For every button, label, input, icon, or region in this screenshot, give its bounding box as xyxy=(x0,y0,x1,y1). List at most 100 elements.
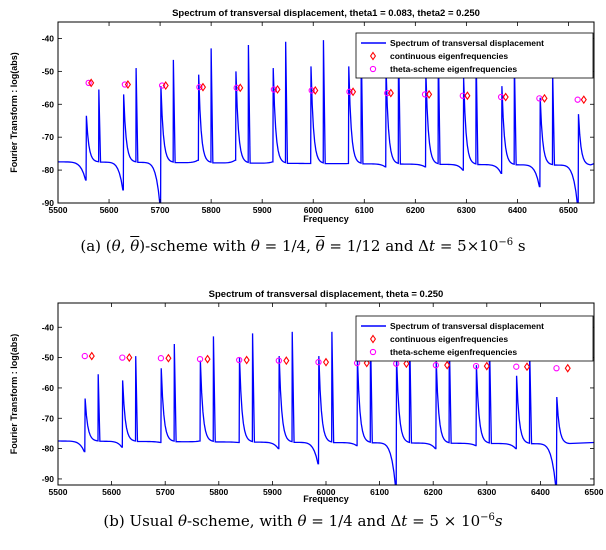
theta-eigenfrequency-marker xyxy=(157,355,165,362)
theta-eigenfrequency-marker xyxy=(121,81,129,88)
continuous-eigenfrequency-marker xyxy=(322,357,330,367)
y-tick-label: -90 xyxy=(42,474,55,484)
continuous-eigenfrequency-marker xyxy=(199,82,207,92)
x-tick-label: 6400 xyxy=(531,487,550,497)
continuous-eigenfrequency-marker xyxy=(349,87,357,97)
theta-eigenfrequency-marker xyxy=(432,362,440,369)
y-tick-label: -70 xyxy=(42,413,55,423)
caption-a-text-7: s xyxy=(513,237,526,255)
x-axis-label: Frequency xyxy=(303,214,349,224)
continuous-eigenfrequency-marker xyxy=(204,354,211,364)
continuous-eigenfrequency-marker xyxy=(88,78,95,88)
x-tick-label: 6100 xyxy=(355,205,374,215)
theta-eigenfrequency-marker xyxy=(346,88,353,95)
legend-label: Spectrum of transversal displacement xyxy=(390,38,544,48)
caption-a: (a) (θ, θ)-scheme with θ = 1/4, θ = 1/12… xyxy=(0,237,606,255)
spectrum-line xyxy=(58,331,594,485)
caption-a-t: t xyxy=(429,237,436,255)
x-tick-label: 6200 xyxy=(406,205,425,215)
theta-eigenfrequency-marker xyxy=(472,362,480,370)
continuous-eigenfrequency-marker xyxy=(541,93,548,103)
y-tick-label: -80 xyxy=(42,165,55,175)
continuous-eigenfrequency-marker xyxy=(126,353,133,363)
x-tick-label: 6500 xyxy=(559,205,578,215)
theta-eigenfrequency-marker xyxy=(233,84,240,91)
y-tick-label: -60 xyxy=(42,99,55,109)
chart-b: Spectrum of transversal displacement, th… xyxy=(9,289,604,504)
continuous-eigenfrequency-marker xyxy=(403,359,410,369)
continuous-eigenfrequency-marker xyxy=(274,84,281,94)
continuous-eigenfrequency-marker xyxy=(426,89,433,99)
caption-b-text-4: = 5 × 10 xyxy=(407,512,481,530)
y-axis-label: Fourier Transform : log(abs) xyxy=(9,52,19,173)
plot-frame xyxy=(57,21,595,204)
caption-a-text-6: = 5×10 xyxy=(435,237,499,255)
caption-b-unit: s xyxy=(494,512,503,530)
y-tick-label: -50 xyxy=(42,66,55,76)
legend-diamond-swatch xyxy=(369,334,377,344)
theta-eigenfrequency-marker xyxy=(315,358,322,366)
theta-eigenfrequency-marker xyxy=(513,363,520,370)
theta-eigenfrequency-marker xyxy=(196,355,204,363)
continuous-eigenfrequency-marker xyxy=(124,80,132,89)
caption-a-text-5: = 1/12 and Δ xyxy=(324,237,430,255)
theta-eigenfrequency-marker xyxy=(536,95,543,102)
caption-b-text-2: -scheme, with xyxy=(187,512,298,530)
y-tick-label: -90 xyxy=(42,198,55,208)
caption-a-text-1: (a) ( xyxy=(80,237,112,255)
continuous-eigenfrequency-marker xyxy=(312,85,319,95)
continuous-eigenfrequency-marker xyxy=(387,88,394,98)
x-tick-label: 6400 xyxy=(508,205,527,215)
continuous-eigenfrequency-marker xyxy=(363,358,370,368)
continuous-eigenfrequency-marker xyxy=(444,360,451,370)
spectrum-line xyxy=(58,40,594,203)
x-tick-label: 6100 xyxy=(370,487,389,497)
y-tick-label: -40 xyxy=(42,33,55,43)
legend-box xyxy=(355,32,594,79)
continuous-eigenfrequency-marker xyxy=(580,95,587,105)
legend: Spectrum of transversal displacement cont… xyxy=(355,315,594,362)
legend-circle-swatch xyxy=(369,65,377,73)
continuous-eigenfrequency-marker xyxy=(523,362,531,372)
x-tick-label: 5900 xyxy=(263,487,282,497)
chart-title: Spectrum of transversal displacement, th… xyxy=(172,8,480,19)
continuous-eigenfrequency-marker xyxy=(564,363,571,373)
x-tick-label: 5700 xyxy=(151,205,170,215)
chart-a: Spectrum of transversal displacement, th… xyxy=(9,8,595,224)
continuous-eigenfrequency-marker xyxy=(88,351,95,361)
theta-eigenfrequency-marker xyxy=(158,82,166,89)
theta-eigenfrequency-marker xyxy=(119,354,126,361)
theta-eigenfrequency-marker xyxy=(308,87,315,94)
caption-b-text-1: (b) Usual xyxy=(103,512,178,530)
caption-a-text-2: , xyxy=(120,237,131,255)
theta-eigenfrequency-marker xyxy=(270,86,278,93)
x-tick-label: 5900 xyxy=(253,205,272,215)
x-tick-label: 5500 xyxy=(49,205,68,215)
continuous-eigenfrequency-marker xyxy=(283,356,290,366)
legend-diamond-swatch xyxy=(369,51,377,61)
caption-a-theta-2: θ xyxy=(250,237,260,255)
caption-b: (b) Usual θ-scheme, with θ = 1/4 and Δt … xyxy=(0,512,606,530)
x-tick-label: 6300 xyxy=(477,487,496,497)
continuous-eigenfrequency-marker xyxy=(162,81,169,90)
y-tick-label: -60 xyxy=(42,383,55,393)
caption-b-text-3: = 1/4 and Δ xyxy=(306,512,402,530)
caption-b-theta-1: θ xyxy=(177,512,187,530)
y-tick-label: -70 xyxy=(42,132,55,142)
x-tick-label: 5800 xyxy=(209,487,228,497)
theta-eigenfrequency-marker xyxy=(196,84,203,91)
chart-title: Spectrum of transversal displacement, th… xyxy=(209,289,444,300)
x-tick-label: 5500 xyxy=(49,487,68,497)
caption-a-exponent: −6 xyxy=(498,237,514,248)
x-tick-label: 6000 xyxy=(317,487,336,497)
y-tick-label: -50 xyxy=(42,353,55,363)
x-tick-label: 5600 xyxy=(102,487,121,497)
legend-label: continuous eigenfrequencies xyxy=(390,51,508,61)
caption-a-text-4: = 1/4, xyxy=(259,237,316,255)
theta-eigenfrequency-marker xyxy=(574,96,581,103)
continuous-eigenfrequency-marker xyxy=(165,353,172,363)
caption-b-exponent: −6 xyxy=(480,512,495,523)
y-tick-label: -80 xyxy=(42,444,55,454)
legend-circle-swatch xyxy=(369,348,377,356)
